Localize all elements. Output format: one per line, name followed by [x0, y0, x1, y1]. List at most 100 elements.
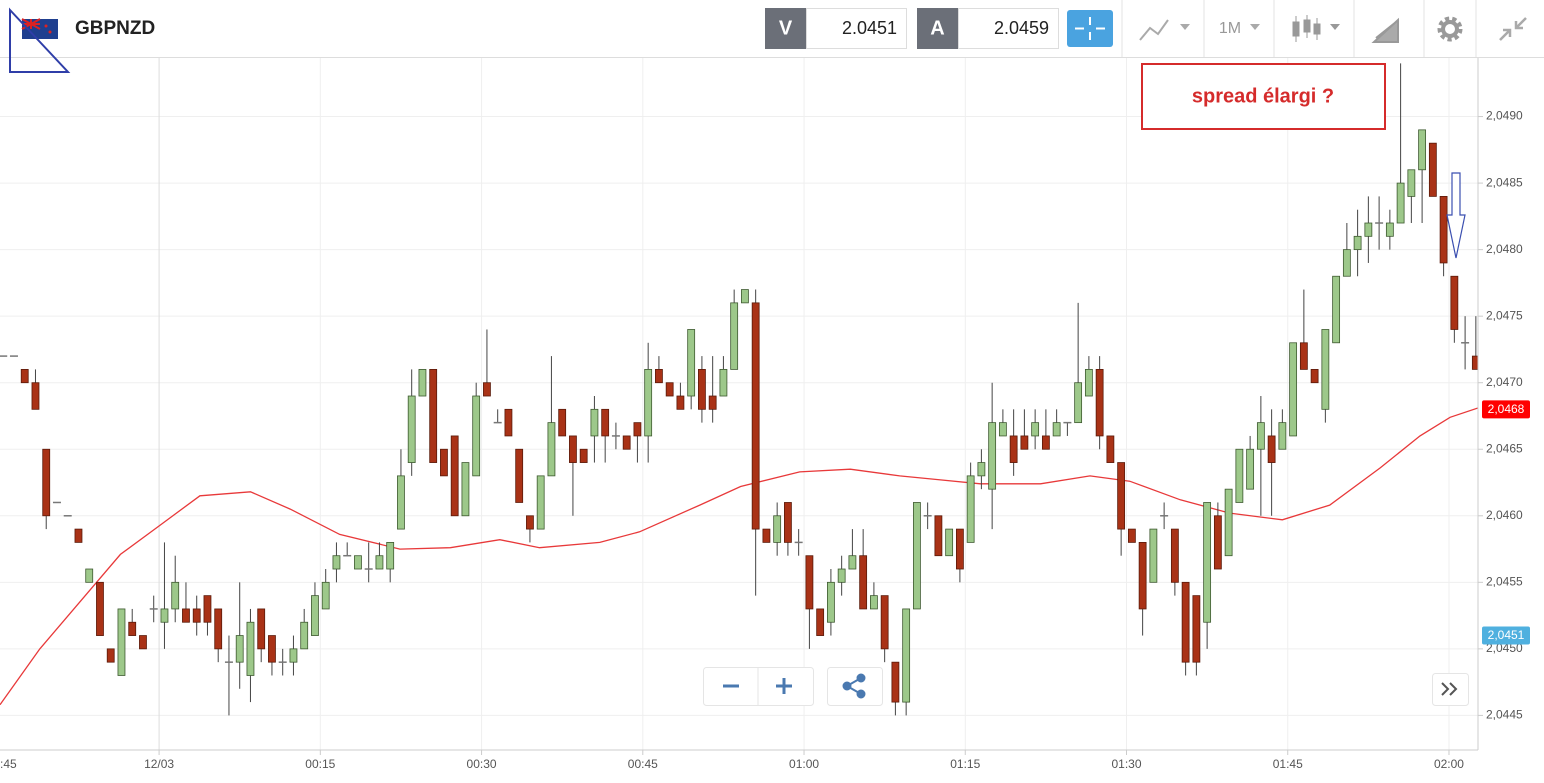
candle-body	[106, 648, 115, 663]
candle-body	[214, 608, 223, 650]
candle-body	[1192, 595, 1201, 663]
candle-body	[192, 608, 201, 623]
candle-body	[407, 395, 416, 463]
candle-body	[397, 475, 405, 530]
candle-body	[1321, 329, 1330, 410]
candle-body	[461, 462, 470, 517]
candle-body	[1385, 222, 1394, 237]
candle-body	[848, 555, 857, 570]
candle-body	[1181, 581, 1190, 663]
candle-body	[1041, 435, 1050, 450]
candle-body	[418, 368, 427, 397]
candle-body	[504, 408, 513, 437]
y-tick-label: 2,0470	[1486, 375, 1523, 389]
annotation-box	[1141, 63, 1386, 130]
candle-body	[1407, 169, 1416, 197]
candle-body	[1418, 129, 1427, 171]
candle-body	[74, 528, 83, 543]
share-icon	[842, 673, 866, 699]
sell-price-box	[806, 8, 907, 49]
candle-body	[859, 555, 868, 610]
candle-body	[311, 595, 319, 636]
price-badge	[1482, 626, 1530, 645]
candle-body	[1310, 368, 1319, 384]
candle-body	[1332, 275, 1341, 344]
zoom-in-button[interactable]	[776, 678, 792, 694]
buy-button[interactable]	[917, 8, 958, 49]
candle-body	[1031, 422, 1040, 437]
sell-label: V	[779, 17, 793, 39]
candle-body	[837, 568, 846, 583]
candle-body	[31, 382, 40, 410]
candle-body	[1396, 182, 1405, 224]
chart-type-button[interactable]	[1292, 15, 1340, 42]
crosshair-button[interactable]	[1067, 10, 1113, 47]
y-tick-label: 2,0460	[1486, 508, 1523, 522]
candle-body	[117, 608, 126, 676]
candle-body	[977, 462, 986, 477]
share-button[interactable]	[827, 667, 883, 706]
candle-body	[1267, 435, 1276, 463]
candle-body	[1117, 462, 1126, 530]
candle-body	[1439, 195, 1448, 264]
buy-price: 2.0459	[994, 18, 1049, 38]
candle-body	[96, 581, 104, 636]
candle-body	[1428, 142, 1437, 197]
candle-body	[998, 422, 1007, 437]
candle-body	[128, 621, 137, 636]
x-tick-label: 12/03	[144, 757, 174, 771]
candle-body	[1203, 502, 1212, 623]
candle-body	[816, 608, 825, 636]
symbol: GBPNZD	[75, 18, 155, 39]
candle-body	[85, 568, 94, 583]
candle-body	[751, 302, 760, 530]
timeframe[interactable]: 1M	[1219, 20, 1241, 37]
indicator-button[interactable]	[1139, 19, 1190, 41]
candle-body	[235, 635, 244, 663]
candle-body	[1052, 422, 1061, 437]
sell-price: 2.0451	[842, 18, 897, 38]
candle-body	[1127, 528, 1136, 543]
timeframe-caret	[1250, 24, 1260, 30]
candle-body	[945, 528, 954, 557]
candle-body	[160, 608, 169, 623]
candle-body	[622, 435, 631, 450]
candle-body	[1235, 448, 1244, 503]
candle-body	[139, 635, 147, 650]
candle-body	[1170, 528, 1179, 583]
candle-body	[1246, 448, 1255, 490]
candle-body	[1020, 435, 1029, 450]
candle-body	[1213, 515, 1222, 570]
y-tick-label: 2,0480	[1486, 242, 1523, 256]
candle-body	[1009, 435, 1018, 463]
candle-body	[590, 408, 599, 437]
drawn-triangle	[9, 7, 71, 73]
candle-body	[1450, 275, 1459, 330]
x-tick-label: :45	[0, 757, 17, 771]
candle-body	[182, 608, 190, 623]
candle-body	[171, 581, 180, 610]
settings-button[interactable]	[1437, 16, 1463, 42]
candle-body	[354, 555, 362, 570]
candle-body	[902, 608, 911, 703]
candle-body	[579, 448, 588, 463]
y-tick-label: 2,0485	[1486, 175, 1523, 189]
x-tick-label: 00:45	[628, 757, 658, 771]
candle-body	[955, 528, 964, 570]
candle-body	[1084, 368, 1093, 397]
candle-body	[1278, 422, 1287, 450]
candle-body	[515, 448, 524, 503]
candle-body	[1289, 342, 1298, 437]
x-tick-label: 01:30	[1111, 757, 1141, 771]
sell-button[interactable]	[765, 8, 806, 49]
candle-body	[676, 395, 685, 410]
scroll-end-button[interactable]	[1432, 673, 1469, 706]
collapse-button[interactable]	[1499, 17, 1527, 41]
candle-body	[827, 581, 835, 623]
annotation: spread élargi ?	[1192, 85, 1334, 107]
draw-tool-button[interactable]	[1371, 17, 1399, 43]
candle-body	[429, 368, 438, 463]
buy-price-box	[958, 8, 1059, 49]
